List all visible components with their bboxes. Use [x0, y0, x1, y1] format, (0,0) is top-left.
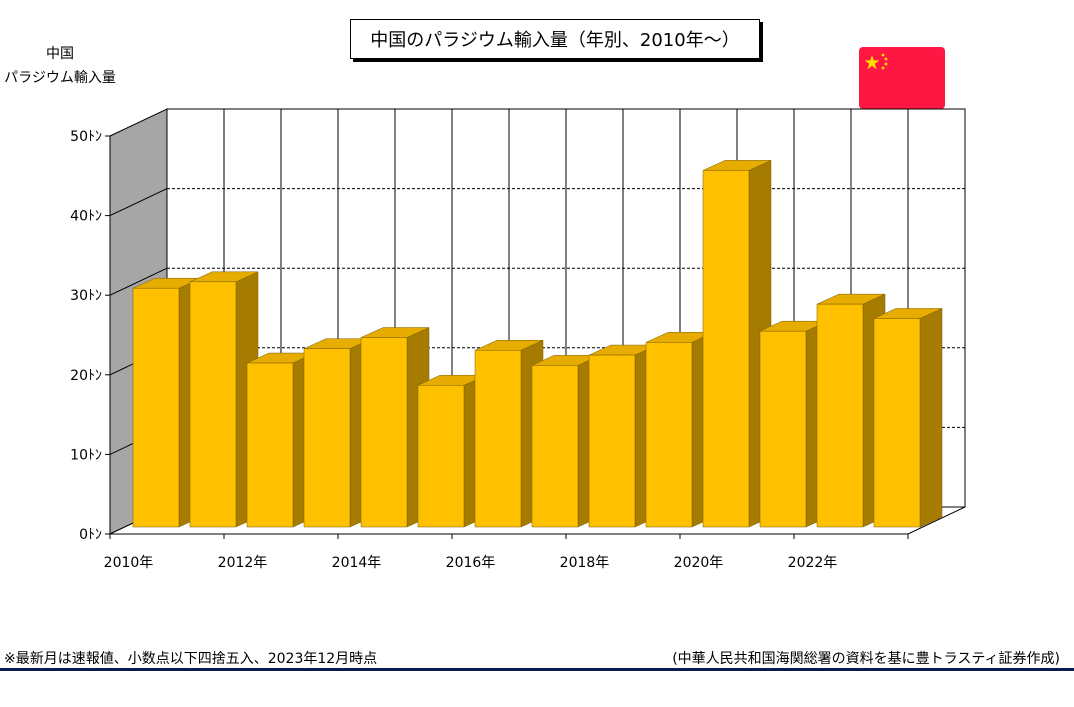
chart-title: 中国のパラジウム輸入量（年別、2010年～） — [350, 19, 760, 59]
side-wall-grid-line — [109, 267, 168, 296]
bar-front — [189, 281, 237, 528]
china-flag-icon — [859, 47, 945, 109]
x-tick-label: 2018年 — [560, 555, 610, 571]
bar-side — [919, 308, 943, 528]
bar — [873, 308, 943, 528]
flag-stars — [864, 53, 888, 70]
y-tick-label: 10ﾄﾝ — [70, 447, 102, 463]
footer-rule — [0, 668, 1074, 671]
y-tick-label: 40ﾄﾝ — [70, 209, 102, 225]
bar-front — [702, 170, 750, 528]
side-wall-grid-line — [109, 188, 168, 217]
y-axis-label-line2: パラジウム輸入量 — [4, 70, 116, 86]
y-tick-label: 50ﾄﾝ — [70, 129, 102, 145]
bar-front — [759, 330, 807, 528]
y-tick-label: 0ﾄﾝ — [79, 527, 102, 543]
source-note: (中華人民共和国海関総署の資料を基に豊トラスティ証券作成) — [672, 651, 1060, 667]
bar-front — [531, 365, 579, 528]
bar-front — [132, 287, 180, 528]
bar-front — [360, 337, 408, 528]
bar-front — [303, 348, 351, 528]
footnote: ※最新月は速報値、小数点以下四捨五入、2023年12月時点 — [4, 651, 378, 667]
bar-front — [246, 362, 294, 528]
bar-front — [417, 385, 465, 528]
bar-front — [588, 354, 636, 528]
y-tick-label: 20ﾄﾝ — [70, 368, 102, 384]
x-tick-label: 2022年 — [788, 555, 838, 571]
x-tick-label: 2020年 — [674, 555, 724, 571]
x-tick-label: 2016年 — [446, 555, 496, 571]
bar-front — [873, 318, 921, 528]
y-axis-label-line1: 中国 — [46, 46, 74, 62]
x-tick-label: 2010年 — [104, 555, 154, 571]
x-tick-label: 2014年 — [332, 555, 382, 571]
bar-front — [816, 303, 864, 528]
y-tick-label: 30ﾄﾝ — [70, 288, 102, 304]
bar-front — [645, 342, 693, 528]
x-tick-label: 2012年 — [218, 555, 268, 571]
y-axis-label: 中国 パラジウム輸入量 — [0, 42, 120, 90]
bar-front — [474, 350, 522, 528]
